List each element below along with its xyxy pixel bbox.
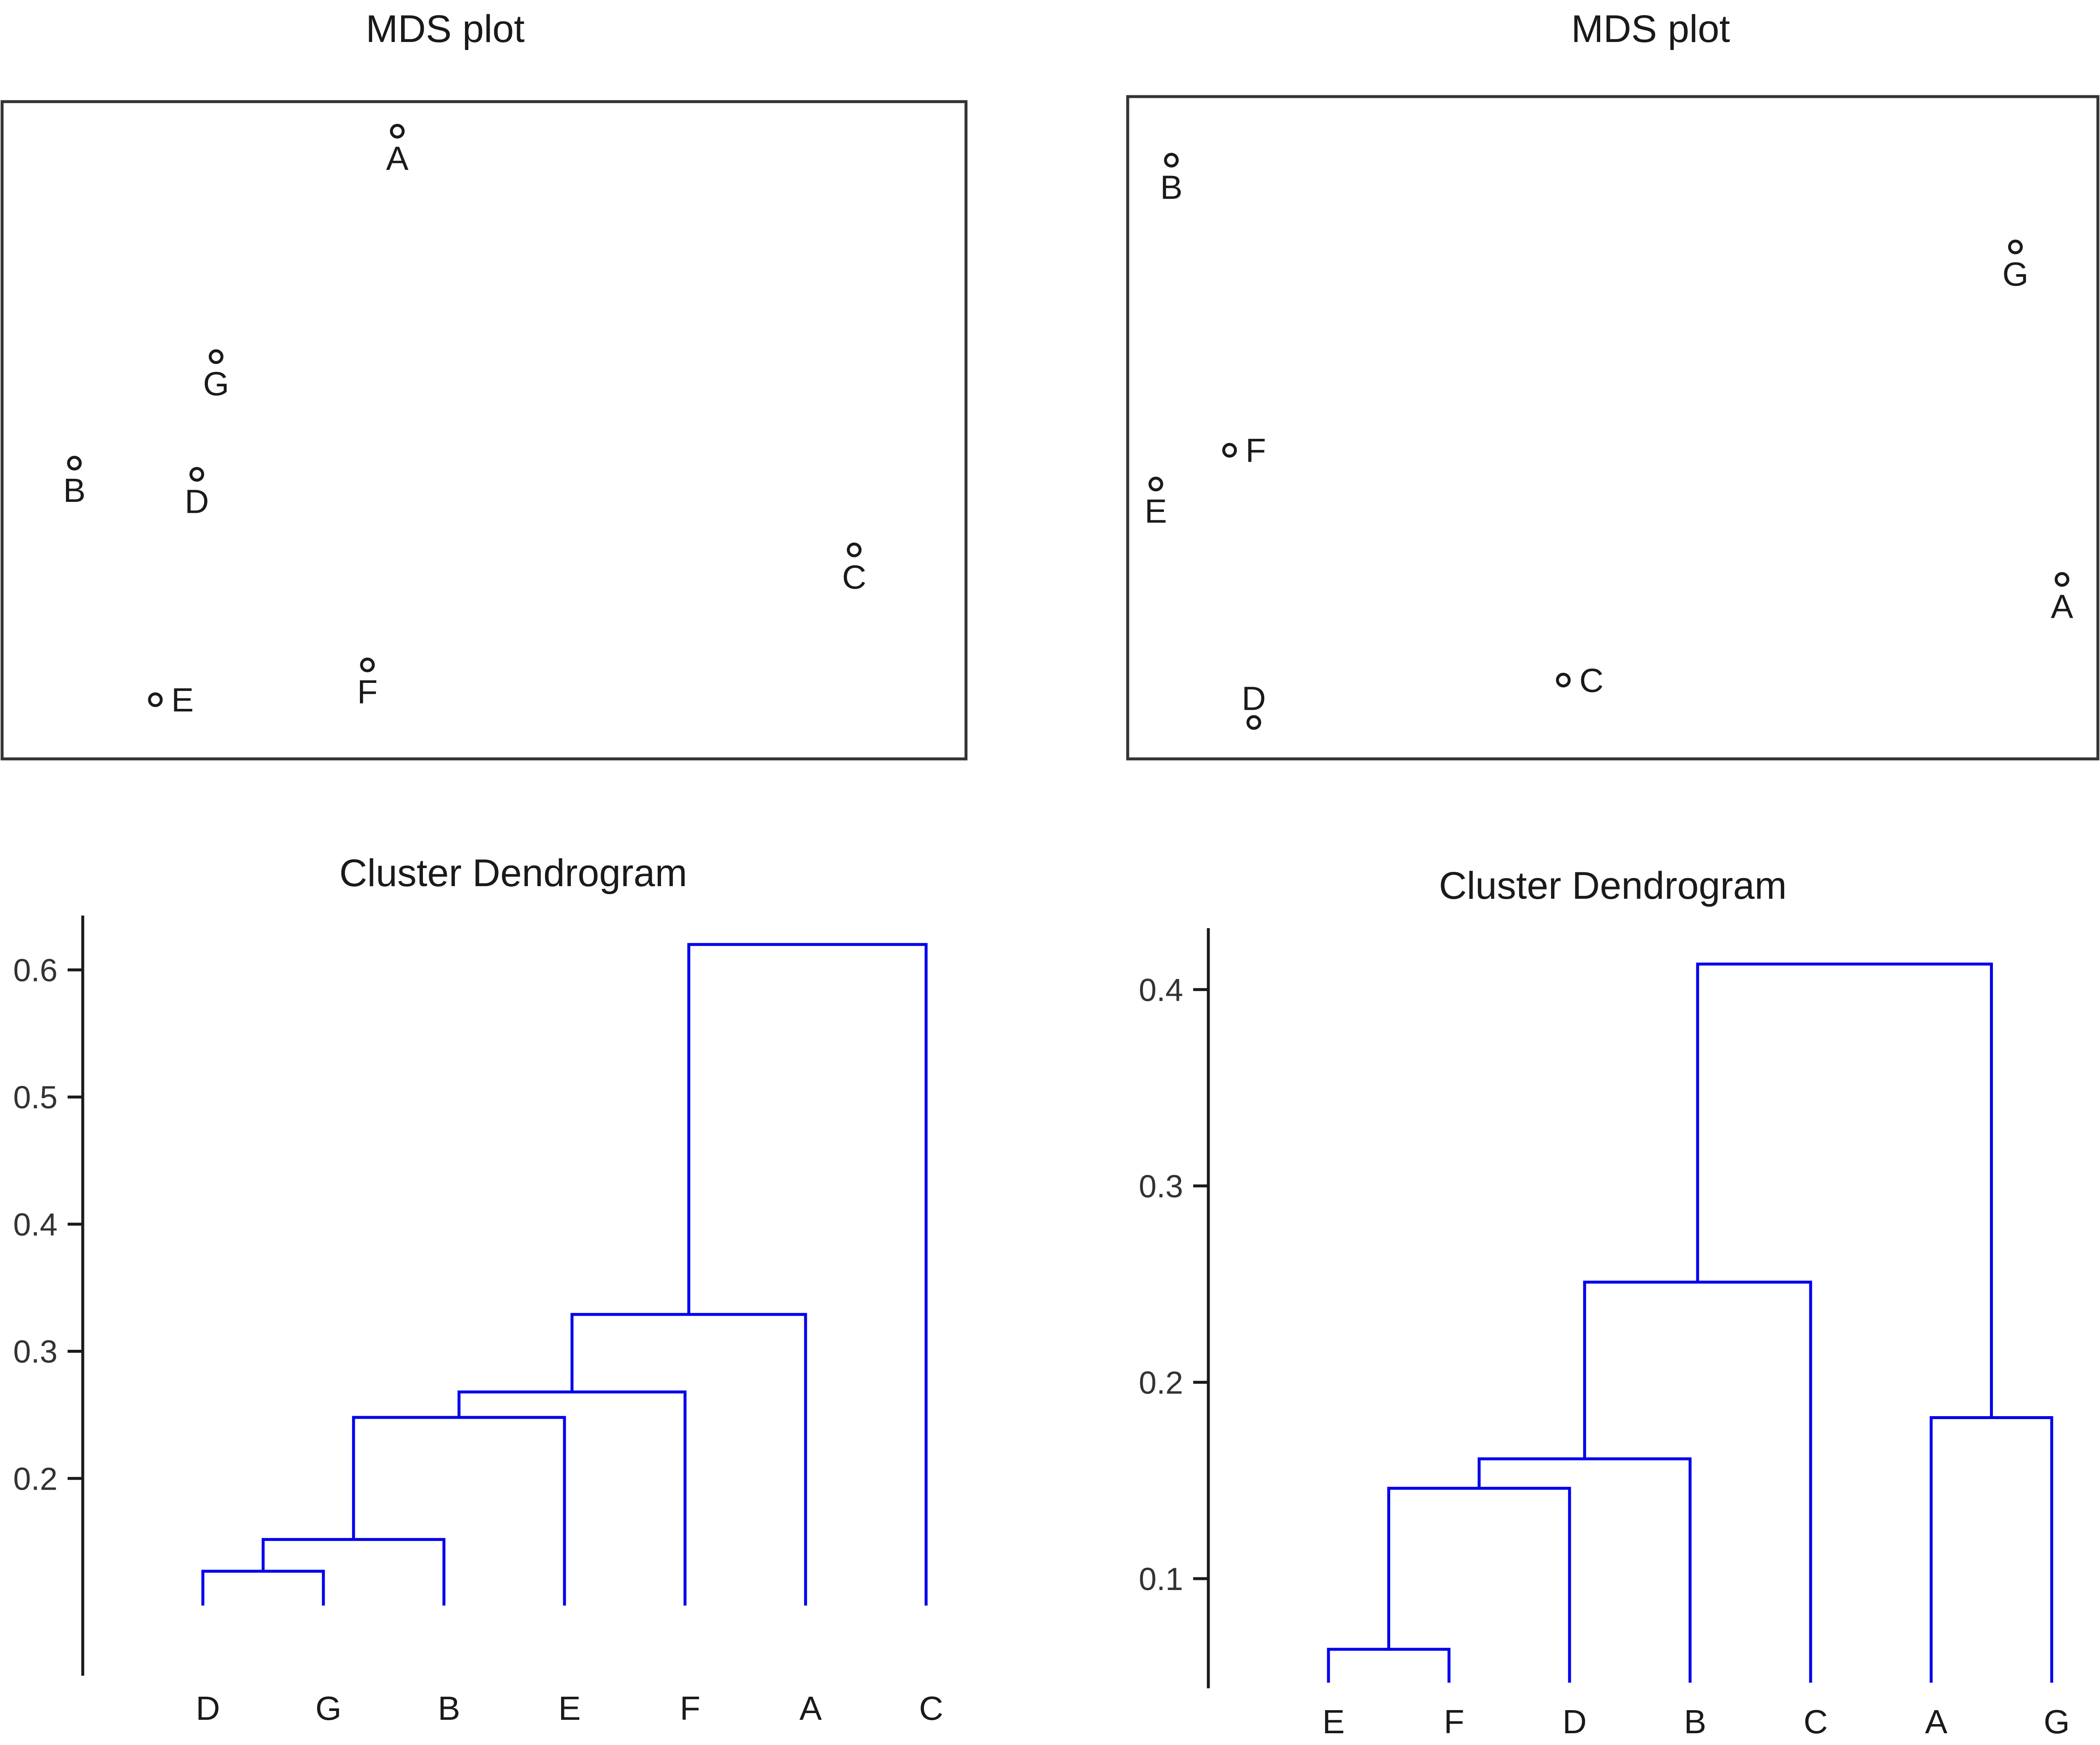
dendrogram-right-title: Cluster Dendrogram [1439,864,1787,907]
mds-right-point-a [2055,572,2070,587]
mds-plot-right: MDS plot B G F E A C D [1126,8,2100,761]
mds-right-point-label: G [2003,255,2029,293]
dendrogram-left-y-tick-label: 0.4 [13,1207,58,1243]
mds-left-frame [0,100,968,761]
mds-left-point-label: F [357,673,378,711]
dendrogram-right-merge-efd [1387,1487,1571,1683]
mds-right-point-e [1148,477,1163,492]
mds-left-point-b [67,456,82,471]
mds-right-point-b [1164,152,1179,168]
mds-left-point-label: E [171,681,194,719]
dendrogram-left-leaf-label: A [799,1690,822,1727]
mds-left-point-label: C [842,558,866,596]
mds-right-point-label: F [1246,432,1266,469]
dendrogram-left-leaf-label: C [919,1690,943,1727]
dendrogram-left-leaf-label: B [438,1690,460,1727]
dendrogram-right-merge-ag [1929,1416,2053,1683]
dendrogram-right-leaf-label: G [2044,1703,2070,1740]
dendrogram-left-y-tick-label: 0.5 [13,1080,58,1115]
dendrogram-left-leaf-label: D [196,1690,220,1727]
dendrogram-left-leaf-label: F [680,1690,701,1727]
dendrogram-right-merge-efdb [1478,1457,1692,1683]
dendrogram-right-y-tick-label: 0.1 [1139,1561,1183,1597]
dendrogram-left-merge-dgbef [457,1390,687,1606]
dendrogram-left-y-tick-label: 0.3 [13,1334,58,1370]
dendrogram-left-title: Cluster Dendrogram [339,852,687,895]
mds-left-point-label: A [386,139,409,177]
dendrogram-left-merge-dgbefa [570,1313,807,1606]
mds-right-point-label: B [1160,168,1182,206]
dendrogram-left-y-tick-label: 0.2 [13,1461,58,1497]
dendrogram-right-merge-ef [1327,1648,1451,1683]
dendrogram-left-merge-dg [201,1569,325,1606]
dendrogram-right-merge-efdbcag [1696,962,1993,1418]
mds-right-point-g [2008,239,2023,255]
mds-right-point-d [1246,715,1261,730]
dendrogram-right-leaf-label: D [1562,1703,1587,1740]
dendrogram-left-merge-dgbe [352,1416,566,1606]
mds-left-point-c [847,542,862,557]
mds-right-point-label: A [2051,588,2074,625]
dendrogram-right: Cluster Dendrogram 0.1 0.2 0.3 0.4 E F D B C A G [1139,864,2070,1740]
dendrogram-right-leaf-label: A [1925,1703,1948,1740]
mds-right-point-label: D [1242,680,1266,717]
dendrogram-left-leaf-label: E [558,1690,580,1727]
mds-left-point-g [208,349,223,364]
mds-right-point-label: C [1579,661,1604,699]
mds-left-point-e [148,692,163,707]
mds-right-point-label: E [1144,493,1167,530]
dendrogram-right-y-tick-label: 0.2 [1139,1365,1183,1401]
mds-left-point-f [360,657,375,672]
mds-left-point-label: G [203,365,229,402]
dendrogram-right-leaf-label: B [1684,1703,1706,1740]
mds-left-title: MDS plot [366,8,525,50]
mds-left-point-label: D [185,483,209,520]
dendrogram-right-leaf-label: F [1444,1703,1465,1740]
dendrogram-left: Cluster Dendrogram 0.2 0.3 0.4 0.5 0.6 D G B E F… [13,852,943,1727]
mds-plot-left: MDS plot A G B D C F E [0,8,968,761]
dendrogram-right-merge-efdbc [1583,1281,1812,1683]
mds-left-point-d [189,467,205,482]
dendrogram-left-y-tick-label: 0.6 [13,953,58,988]
dendrogram-right-y-tick-label: 0.3 [1139,1169,1183,1204]
mds-left-point-label: B [63,472,85,509]
dendrogram-right-y-tick-label: 0.4 [1139,972,1183,1008]
mds-right-title: MDS plot [1571,8,1730,50]
dendrogram-right-leaf-label: C [1803,1703,1828,1740]
dendrogram-right-leaf-label: E [1322,1703,1344,1740]
mds-left-point-a [390,123,405,139]
mds-right-point-f [1222,443,1237,458]
mds-right-frame [1126,95,2100,761]
mds-right-point-c [1556,672,1571,688]
dendrogram-left-leaf-label: G [315,1690,341,1727]
dendrogram-left-merge-dgbefac [687,943,928,1606]
